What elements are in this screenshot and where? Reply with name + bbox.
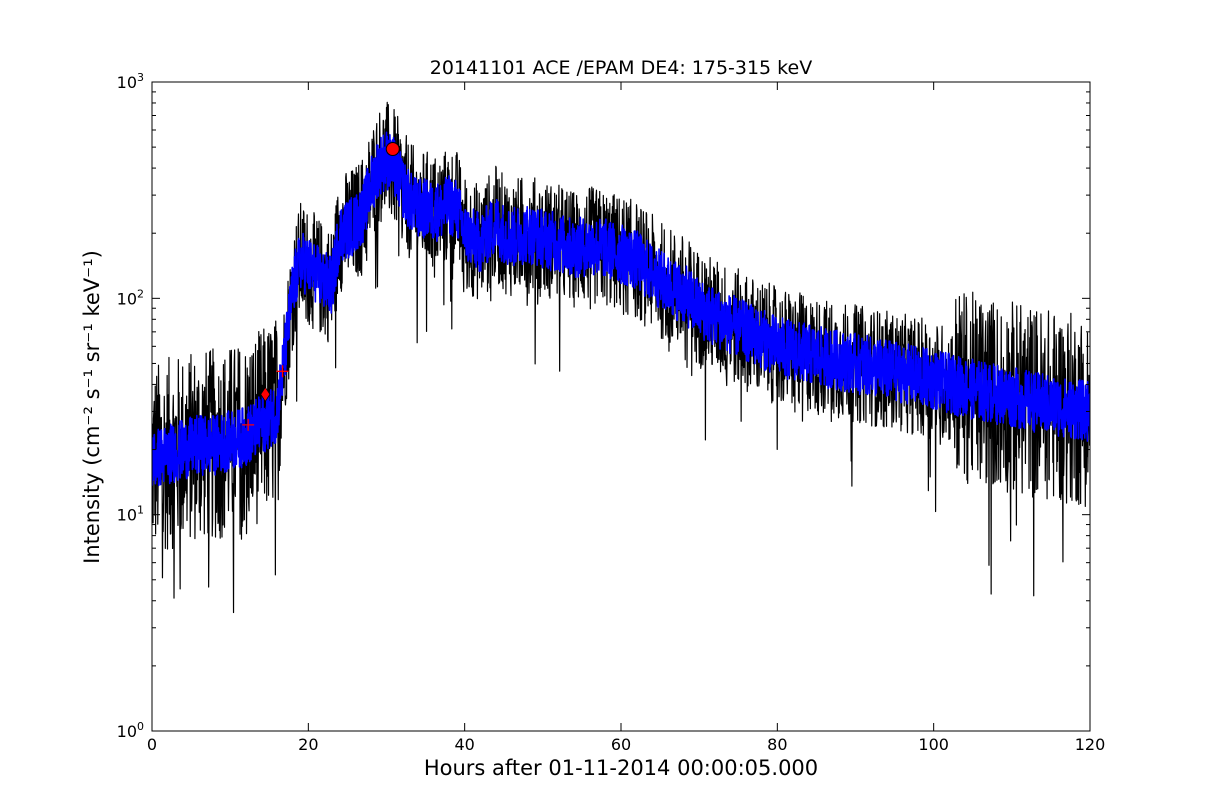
y-tick-label: 100 [117,720,144,741]
x-tick-labels: 0 20 40 60 80 100 120 [147,735,1105,754]
x-tick-label: 60 [611,735,631,754]
x-tick-label: 100 [918,735,949,754]
peak-marker [385,142,400,157]
y-tick-label: 103 [117,71,144,92]
y-axis-label: Intensity (cm⁻² s⁻¹ sr⁻¹ keV⁻¹) [80,250,104,564]
plot-area [152,101,1090,614]
x-tick-label: 20 [298,735,318,754]
onset-bound-marker [242,418,255,431]
chart-title: 20141101 ACE /EPAM DE4: 175-315 keV [430,57,812,79]
x-tick-label: 120 [1075,735,1106,754]
x-tick-label: 80 [767,735,787,754]
y-tick-label: 102 [117,287,144,308]
onset-bound-marker [276,365,289,378]
y-tick-labels: 100 101 102 103 [117,71,144,741]
x-tick-label: 0 [147,735,157,754]
onset-marker [260,386,271,403]
smoothed-intensity-series-line [152,131,1090,487]
tick-marks [151,81,1091,732]
x-axis-label: Hours after 01-11-2014 00:00:05.000 [424,756,818,780]
x-tick-label: 40 [454,735,474,754]
y-tick-label: 101 [117,504,144,525]
